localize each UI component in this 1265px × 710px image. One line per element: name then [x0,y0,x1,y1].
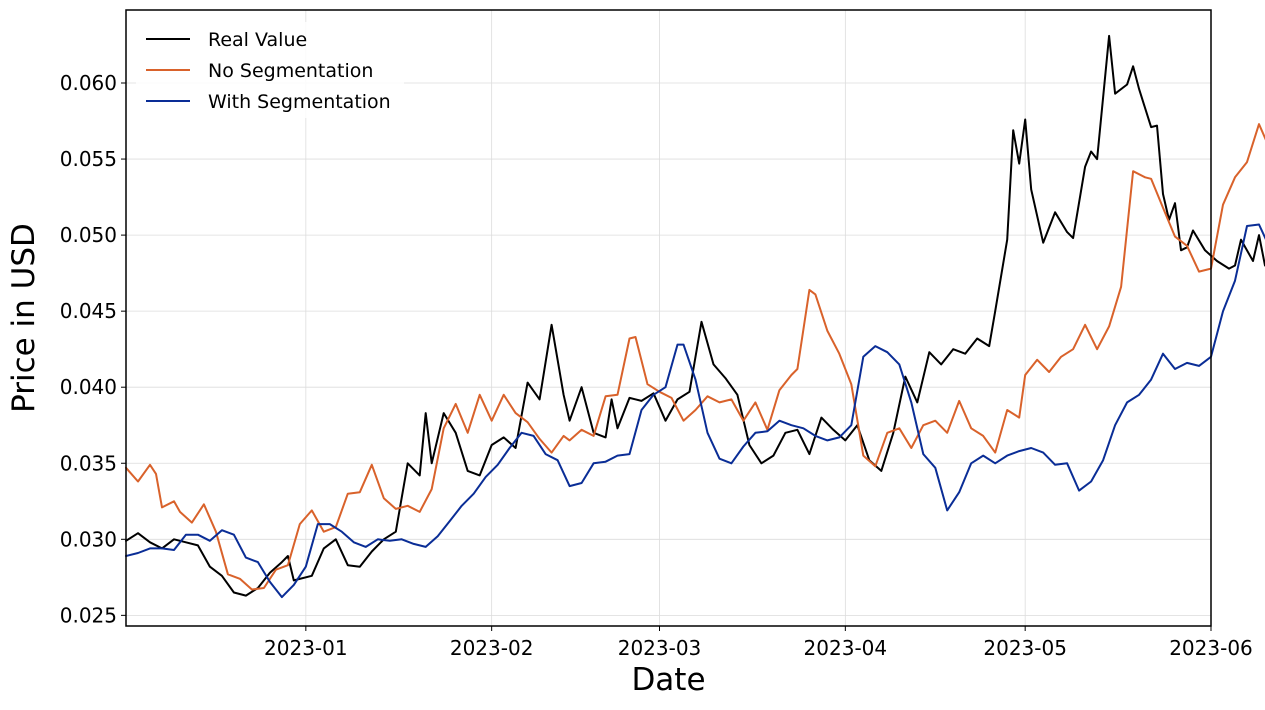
y-tick-label: 0.030 [60,527,117,551]
legend-entry-label: With Segmentation [208,91,391,113]
x-axis-label: Date [631,662,705,698]
x-tick-label: 2023-05 [983,636,1067,660]
y-tick-label: 0.045 [60,299,117,323]
series-line-2 [125,123,1265,591]
legend: Real Value No Segmentation With Segmentati… [136,22,404,118]
series-line-1 [125,34,1265,597]
x-tick-label: 2023-04 [804,636,888,660]
x-tick-label: 2023-01 [264,636,348,660]
y-axis: 0.025 0.030 0.035 0.040 0.045 0.050 0.055 0.060 [60,71,126,627]
series-line-3 [125,223,1265,599]
y-tick-label: 0.035 [60,451,117,475]
plot-frame [125,9,1212,627]
y-tick-label: 0.025 [60,603,117,627]
legend-entry-label: Real Value [208,29,307,51]
x-tick-label: 2023-03 [618,636,702,660]
y-tick-label: 0.060 [60,71,117,95]
series-lines [125,34,1265,599]
y-tick-label: 0.050 [60,223,117,247]
y-axis-label: Price in USD [6,223,42,413]
y-tick-label: 0.055 [60,147,117,171]
legend-entry-label: No Segmentation [208,60,373,82]
y-tick-label: 0.040 [60,375,117,399]
x-tick-label: 2023-06 [1169,636,1253,660]
x-tick-label: 2023-02 [450,636,534,660]
x-axis: 2023-01 2023-02 2023-03 2023-04 2023-05 2023-… [264,626,1253,660]
